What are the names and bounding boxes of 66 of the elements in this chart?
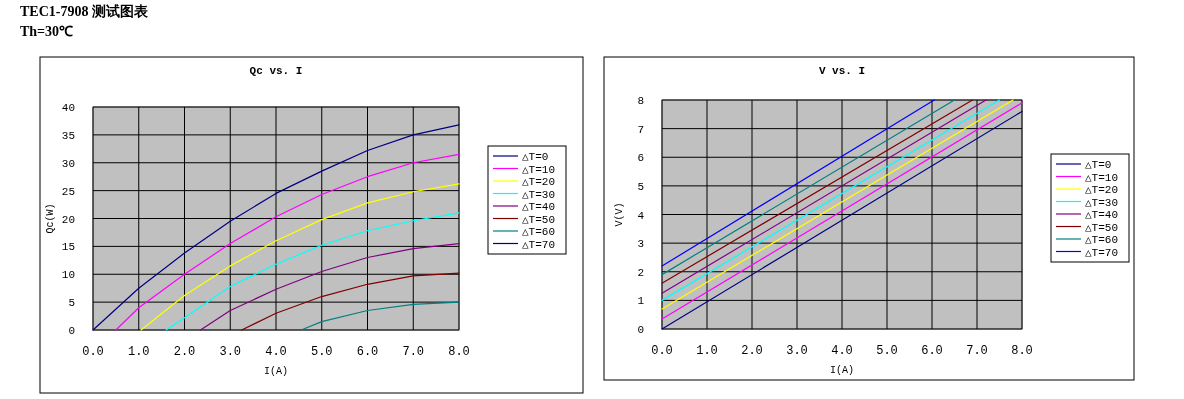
legend-label: △T=60 (1085, 234, 1119, 246)
text: Th=30℃ (20, 24, 74, 39)
x-tick-label: 5.0 (310, 345, 333, 359)
y-tick-label: 1 (637, 295, 645, 308)
legend-label: △T=70 (1085, 246, 1119, 259)
x-tick-label: 1.0 (696, 344, 718, 358)
x-tick-label: 2.0 (741, 344, 763, 358)
y-tick-label: 10 (61, 269, 75, 282)
x-tick-label: 0.0 (651, 344, 673, 358)
x-axis-title: I(A) (829, 365, 855, 376)
legend-label: △T=30 (1085, 196, 1119, 209)
x-tick-label: 2.0 (173, 345, 196, 359)
line-series (300, 301, 460, 331)
chart-title: V vs. I (818, 65, 866, 77)
x-tick-label: 1.0 (127, 345, 150, 359)
x-tick-label: 7.0 (966, 344, 988, 358)
x-tick-label: 7.0 (402, 345, 425, 359)
y-tick-label: 0 (68, 325, 75, 337)
y-tick-label: 35 (61, 129, 75, 142)
legend-label: △T=20 (1085, 184, 1119, 196)
line-series (199, 242, 460, 331)
line-series (241, 272, 460, 331)
y-tick-label: 3 (637, 238, 644, 251)
y-tick-label: 4 (637, 209, 645, 222)
y-tick-label: 30 (61, 157, 75, 170)
legend-label: △T=0 (522, 151, 549, 163)
x-tick-label: 4.0 (831, 344, 853, 358)
x-tick-label: 0.0 (82, 345, 104, 359)
x-tick-label: 4.0 (265, 345, 287, 359)
x-tick-label: 5.0 (876, 344, 898, 358)
y-tick-label: 15 (61, 241, 75, 254)
x-tick-label: 8.0 (1011, 344, 1033, 358)
legend-label: △T=40 (1085, 209, 1119, 221)
x-tick-label: 6.0 (356, 345, 379, 359)
legend-label: △T=50 (522, 213, 556, 226)
legend-label: △T=30 (522, 188, 556, 201)
legend-label: △T=40 (522, 201, 556, 213)
x-tick-label: 8.0 (448, 345, 470, 359)
y-tick-label: 8 (637, 95, 644, 107)
y-tick-label: 6 (637, 152, 644, 165)
line-series (140, 183, 460, 331)
y-tick-label: 5 (68, 297, 75, 310)
legend-label: △T=60 (522, 226, 556, 238)
x-tick-label: 3.0 (219, 345, 242, 359)
legend-label: △T=70 (522, 238, 556, 251)
y-tick-label: 2 (637, 266, 644, 279)
y-tick-label: 20 (61, 213, 75, 226)
y-axis-title: V(V) (614, 202, 625, 227)
legend-label: △T=10 (1085, 171, 1119, 184)
y-tick-label: 40 (61, 102, 75, 114)
y-axis-title: Qc(W) (45, 203, 56, 234)
legend-label: △T=50 (1085, 221, 1119, 234)
x-tick-label: 6.0 (921, 344, 943, 358)
line-series (165, 212, 460, 331)
x-tick-label: 3.0 (786, 344, 808, 358)
x-axis-title: I(A) (263, 366, 289, 377)
y-tick-label: 0 (637, 324, 644, 336)
legend-label: △T=10 (522, 163, 556, 176)
chart-title: Qc vs. I (249, 65, 303, 77)
legend-label: △T=20 (522, 176, 556, 188)
text: TEC1-7908 测试图表 (20, 4, 149, 19)
y-tick-label: 25 (61, 185, 75, 198)
y-tick-label: 5 (637, 180, 644, 193)
legend-label: △T=0 (1085, 159, 1112, 171)
line-series (115, 153, 460, 331)
y-tick-label: 7 (637, 123, 644, 136)
